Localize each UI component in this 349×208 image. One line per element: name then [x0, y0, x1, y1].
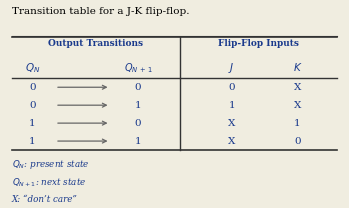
Text: 0: 0 — [228, 83, 235, 92]
Text: 1: 1 — [294, 119, 301, 128]
Text: $Q_{N\,+\,1}$: $Q_{N\,+\,1}$ — [124, 61, 153, 75]
Text: 1: 1 — [29, 119, 36, 128]
Text: X: X — [294, 83, 301, 92]
Text: 0: 0 — [294, 137, 301, 146]
Text: $Q_{N+1}$: next state: $Q_{N+1}$: next state — [12, 177, 86, 189]
Text: $K$: $K$ — [293, 61, 302, 73]
Text: 0: 0 — [135, 83, 141, 92]
Text: X: X — [294, 101, 301, 110]
Text: 1: 1 — [135, 137, 141, 146]
Text: $Q_N$: present state: $Q_N$: present state — [12, 158, 89, 171]
Text: 1: 1 — [135, 101, 141, 110]
Text: 1: 1 — [228, 101, 235, 110]
Text: Transition table for a J-K flip-flop.: Transition table for a J-K flip-flop. — [12, 6, 189, 16]
Text: 0: 0 — [29, 83, 36, 92]
Text: X: “don’t care”: X: “don’t care” — [12, 195, 77, 204]
Text: Flip-Flop Inputs: Flip-Flop Inputs — [218, 39, 299, 48]
Text: $Q_N$: $Q_N$ — [25, 61, 40, 75]
Text: $J$: $J$ — [228, 61, 235, 75]
Text: 0: 0 — [135, 119, 141, 128]
Text: 1: 1 — [29, 137, 36, 146]
Text: 0: 0 — [29, 101, 36, 110]
Text: X: X — [228, 119, 235, 128]
Text: Output Transitions: Output Transitions — [48, 39, 143, 48]
Text: X: X — [228, 137, 235, 146]
